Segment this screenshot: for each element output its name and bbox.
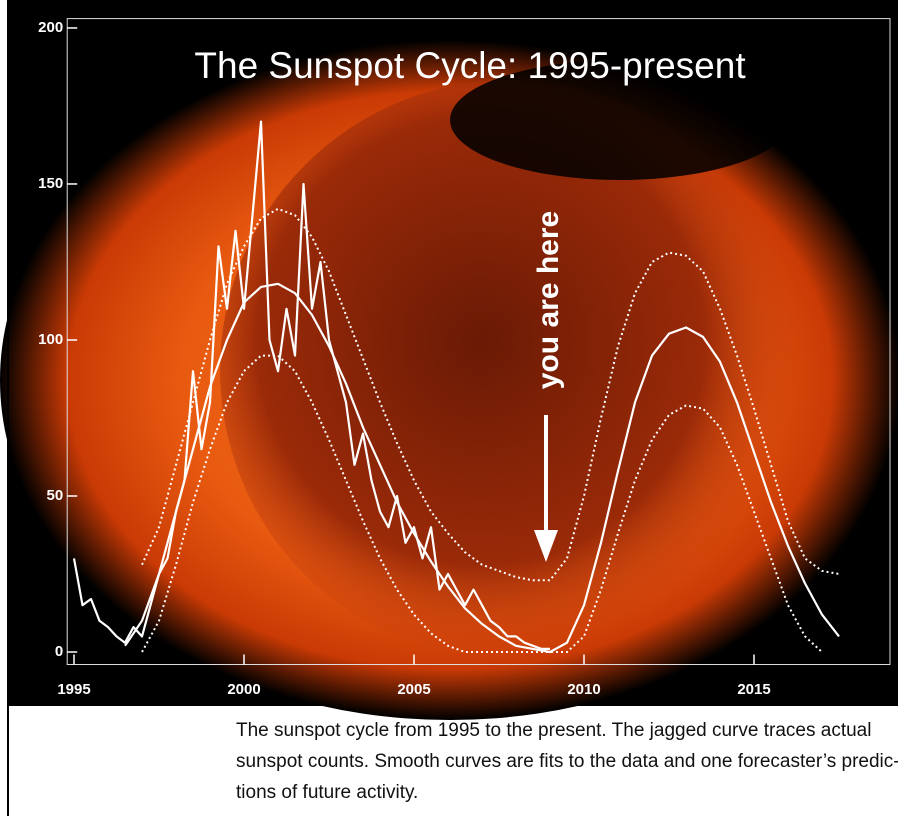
x-tick-label: 2010	[567, 681, 600, 698]
chart: The Sunspot Cycle: 1995-present 0 50 100 15…	[0, 0, 898, 816]
x-tick-label: 1995	[57, 681, 90, 698]
y-tick-label: 50	[47, 487, 64, 504]
y-tick-label: 150	[38, 175, 63, 192]
y-tick-label: 100	[38, 331, 63, 348]
chart-title: The Sunspot Cycle: 1995-present	[194, 45, 746, 86]
page: The Sunspot Cycle: 1995-present 0 50 100 15…	[0, 0, 898, 816]
annotation: you are here	[532, 211, 565, 389]
x-tick-label: 2000	[227, 681, 260, 698]
y-tick-label: 200	[38, 19, 63, 36]
caption-line: sunspot counts. Smooth curves are fits t…	[236, 751, 898, 773]
caption-line: The sunspot cycle from 1995 to the prese…	[236, 720, 871, 742]
y-tick-label: 0	[55, 643, 63, 660]
x-tick-label: 2015	[737, 681, 770, 698]
x-tick-label: 2005	[397, 681, 430, 698]
caption-line: tions of future activity.	[236, 782, 418, 804]
